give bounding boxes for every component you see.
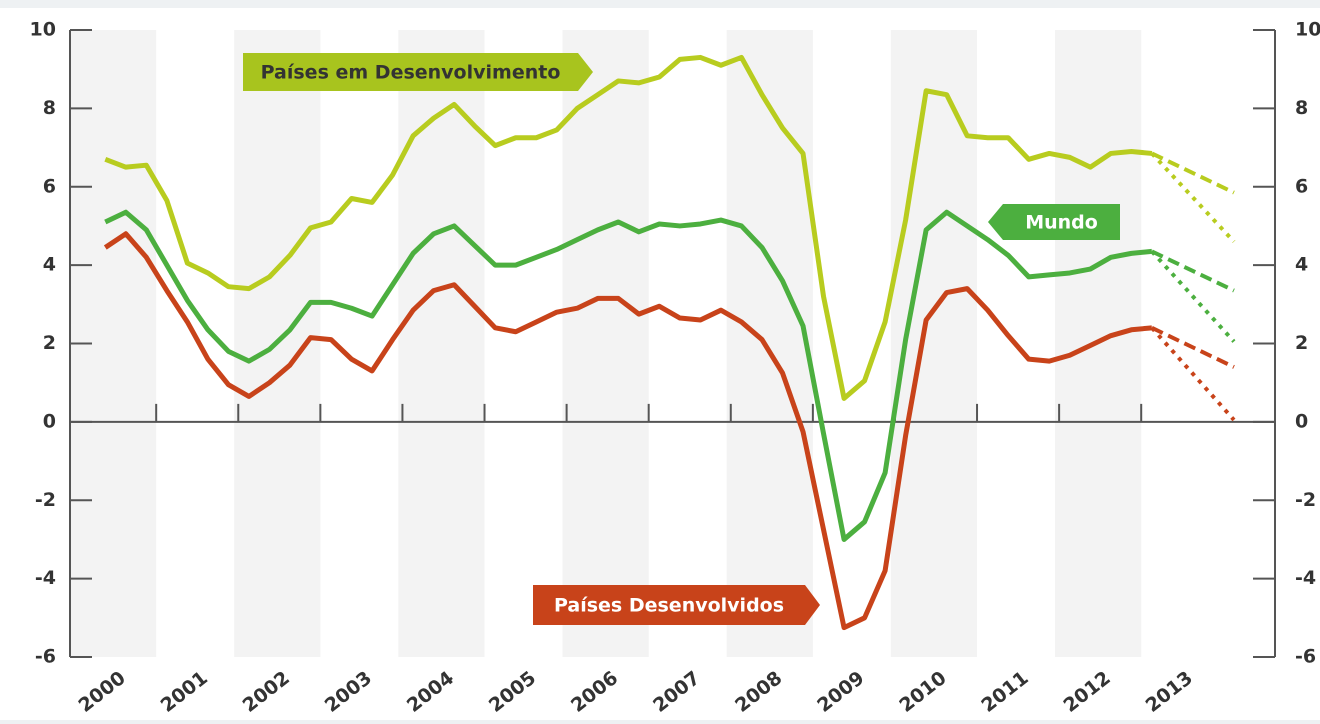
y-tick-label: -2 [35, 489, 56, 511]
legend-callout [243, 53, 593, 91]
year-band [562, 30, 649, 657]
legend-label: Países Desenvolvidos [554, 595, 784, 617]
y2-tick-label: -4 [1295, 567, 1316, 589]
y-tick-label: -6 [35, 646, 56, 668]
y2-tick-label: 6 [1295, 175, 1308, 197]
y2-tick-label: -2 [1295, 489, 1316, 511]
y2-tick-label: 4 [1295, 254, 1308, 276]
y2-tick-label: 10 [1295, 19, 1320, 41]
y-tick-label: 4 [43, 254, 56, 276]
y-tick-label: 2 [43, 332, 56, 354]
y2-tick-label: 2 [1295, 332, 1308, 354]
legend-label: Países em Desenvolvimento [261, 62, 561, 84]
legend-label: Mundo [1025, 212, 1098, 234]
series-line [104, 209, 1153, 542]
y-tick-label: 8 [43, 97, 56, 119]
y2-tick-label: 8 [1295, 97, 1308, 119]
series-line [103, 231, 1153, 631]
forecast-line [1150, 326, 1236, 422]
forecast-line [1151, 326, 1235, 369]
forecast-line [1150, 250, 1236, 343]
series-line [104, 54, 1153, 401]
y-tick-label: 10 [30, 19, 56, 41]
year-band [726, 30, 813, 657]
forecast-line [1151, 249, 1235, 293]
forecast-line [1150, 152, 1236, 243]
legend-callout [988, 204, 1120, 240]
y2-tick-label: -6 [1295, 646, 1316, 668]
y-tick-label: 6 [43, 175, 56, 197]
legend-callout [533, 585, 820, 625]
y2-tick-label: 0 [1295, 410, 1308, 432]
forecast-line [1151, 151, 1235, 195]
y-tick-label: -4 [35, 567, 56, 589]
y-tick-label: 0 [43, 410, 56, 432]
